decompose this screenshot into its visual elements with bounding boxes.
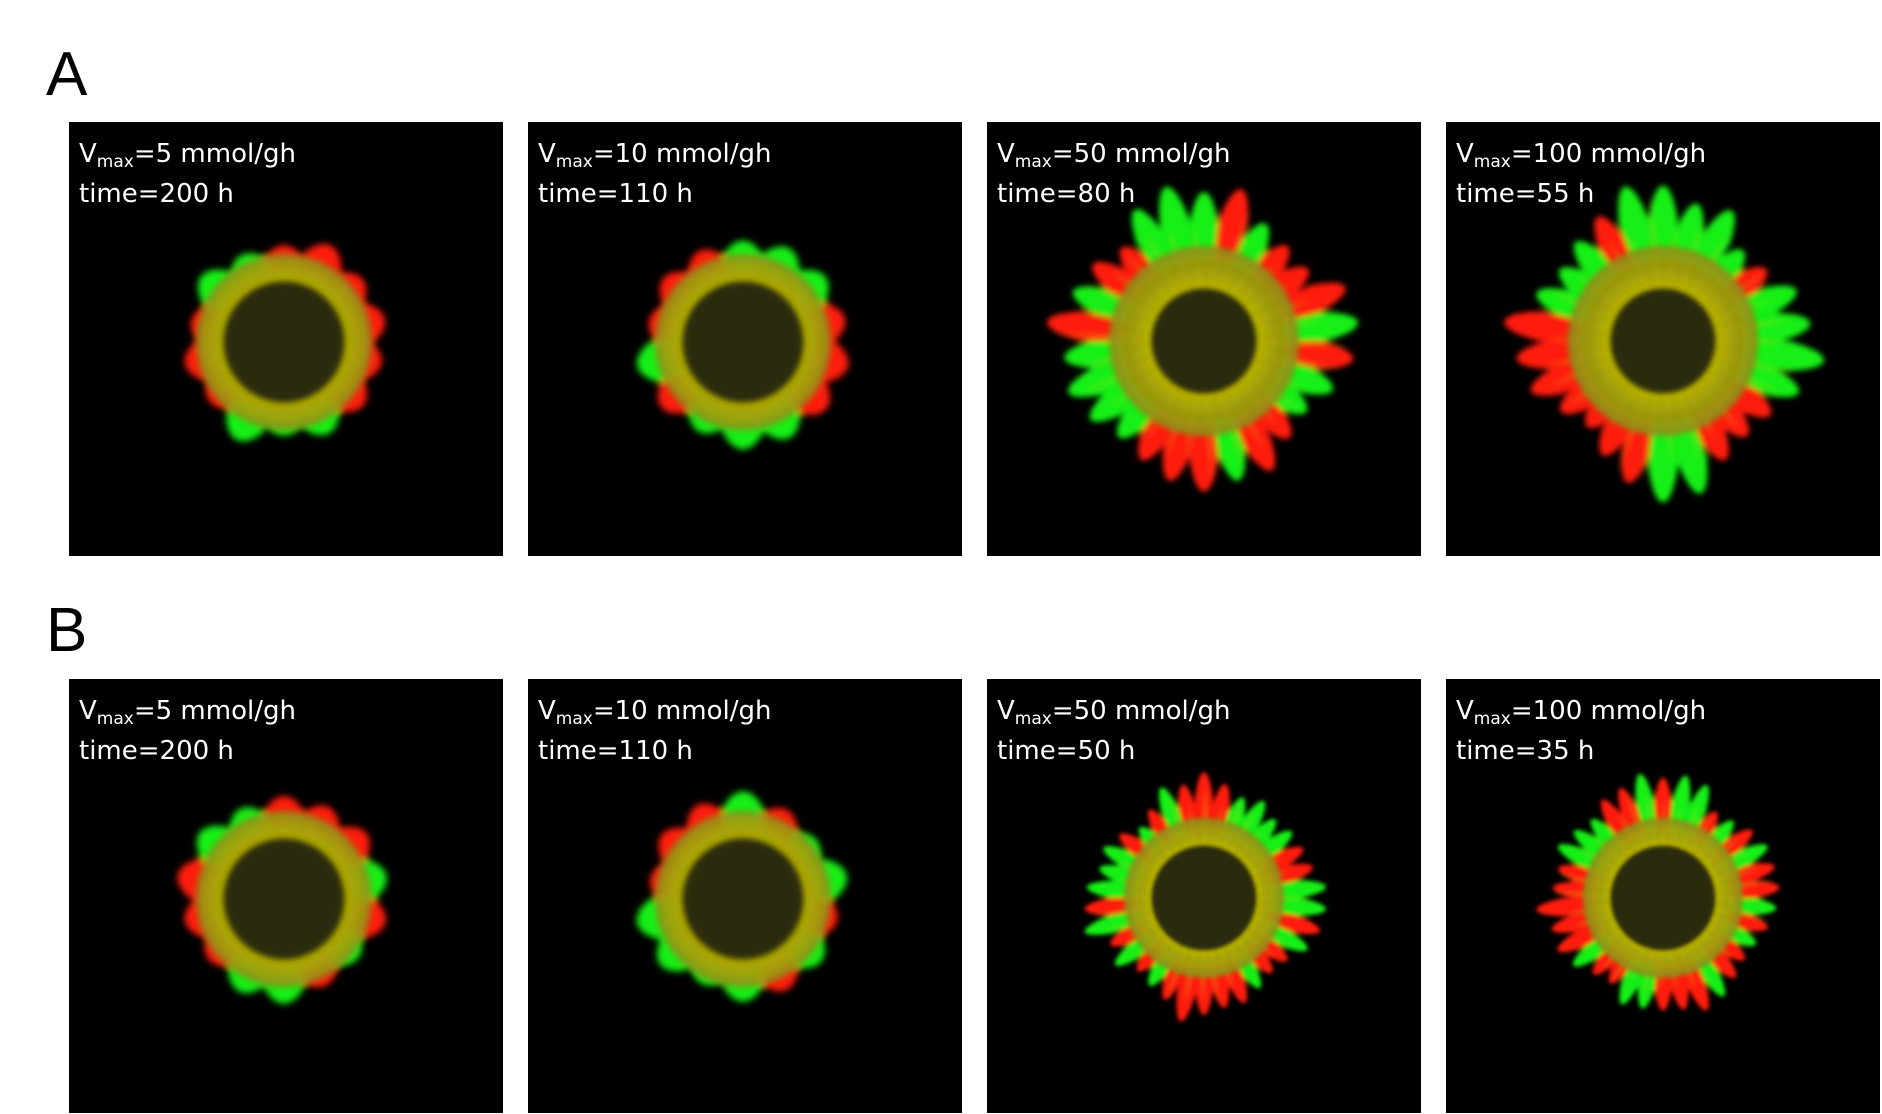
panel-caption: Vmax=5 mmol/gh time=200 h [79, 139, 296, 209]
colony-core [683, 839, 803, 959]
colony-sector [1194, 771, 1214, 833]
colony-sector [1159, 186, 1195, 266]
row-label-a: A [46, 40, 88, 109]
colony-sector [1189, 421, 1219, 493]
colony-sector [1648, 185, 1678, 261]
colony-sector [1046, 311, 1126, 341]
colony-sector [1503, 311, 1585, 341]
colony-panel: Vmax=50 mmol/gh time=50 h [987, 679, 1421, 1113]
colony-core [1152, 289, 1256, 393]
colony-panel: Vmax=5 mmol/gh time=200 h [69, 122, 503, 556]
colony-core [224, 282, 344, 402]
colony-core [1611, 846, 1715, 950]
colony-sector [1213, 188, 1249, 266]
panel-caption: Vmax=10 mmol/gh time=110 h [538, 139, 772, 209]
colony-core [224, 839, 344, 959]
panel-caption: Vmax=5 mmol/gh time=200 h [79, 696, 296, 766]
colony-image [636, 791, 847, 1002]
colony-image [184, 243, 386, 442]
colony-panel: Vmax=100 mmol/gh time=55 h [1446, 122, 1880, 556]
panel-caption: Vmax=100 mmol/gh time=35 h [1456, 696, 1707, 766]
colony-sector [1741, 312, 1811, 341]
colony-panel: Vmax=100 mmol/gh time=35 h [1446, 679, 1880, 1113]
panel-caption: Vmax=100 mmol/gh time=55 h [1456, 139, 1707, 209]
colony-sector [1741, 341, 1825, 372]
panel-caption: Vmax=50 mmol/gh time=50 h [997, 696, 1231, 766]
colony-core [1152, 846, 1256, 950]
colony-sector [1189, 191, 1219, 261]
colony-sector [1672, 416, 1708, 495]
colony-image [177, 796, 387, 1004]
colony-panel: Vmax=50 mmol/gh time=80 h [987, 122, 1421, 556]
colony-sector [1516, 341, 1585, 370]
panel-caption: Vmax=50 mmol/gh time=80 h [997, 139, 1231, 209]
panel-caption: Vmax=10 mmol/gh time=110 h [538, 696, 772, 766]
colony-image [1536, 773, 1780, 1011]
row-label-b: B [46, 596, 88, 665]
colony-image [1503, 185, 1825, 503]
colony-panel: Vmax=10 mmol/gh time=110 h [528, 122, 962, 556]
colony-core [1611, 289, 1715, 393]
colony-panel: Vmax=10 mmol/gh time=110 h [528, 679, 962, 1113]
colony-sectors [1503, 185, 1825, 503]
colony-core [683, 282, 803, 402]
colony-image [1084, 771, 1327, 1022]
colony-image [1046, 186, 1359, 493]
colony-sector [1282, 311, 1359, 341]
colony-panel: Vmax=5 mmol/gh time=200 h [69, 679, 503, 1113]
colony-sector [1618, 186, 1654, 266]
colony-image [637, 240, 849, 450]
